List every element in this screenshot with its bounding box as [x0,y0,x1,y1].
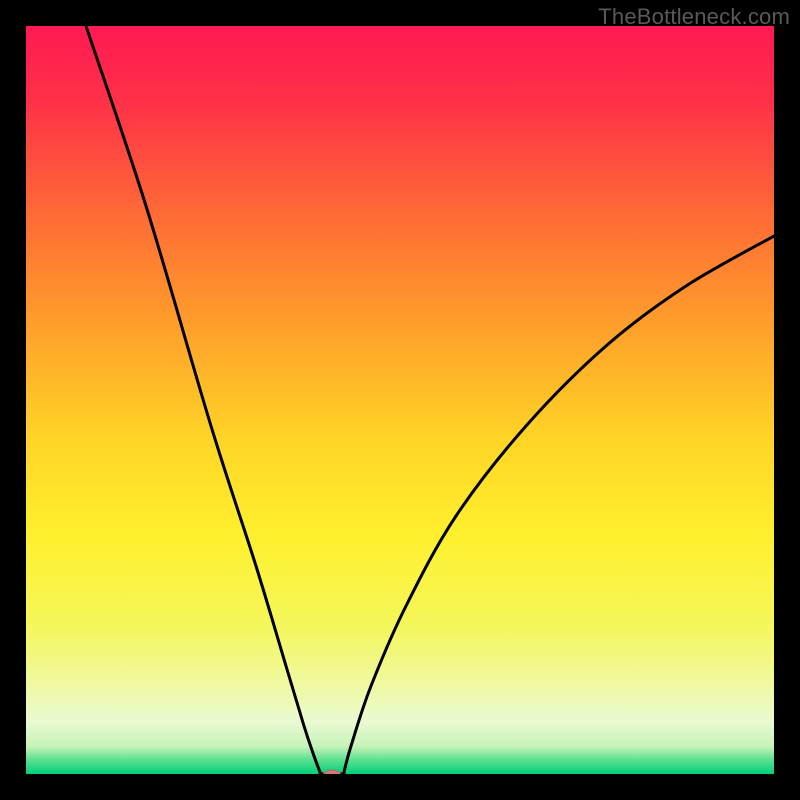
watermark-text: TheBottleneck.com [598,4,790,30]
plot-area [26,26,774,774]
chart-container: TheBottleneck.com [0,0,800,800]
bottleneck-chart [0,0,800,800]
